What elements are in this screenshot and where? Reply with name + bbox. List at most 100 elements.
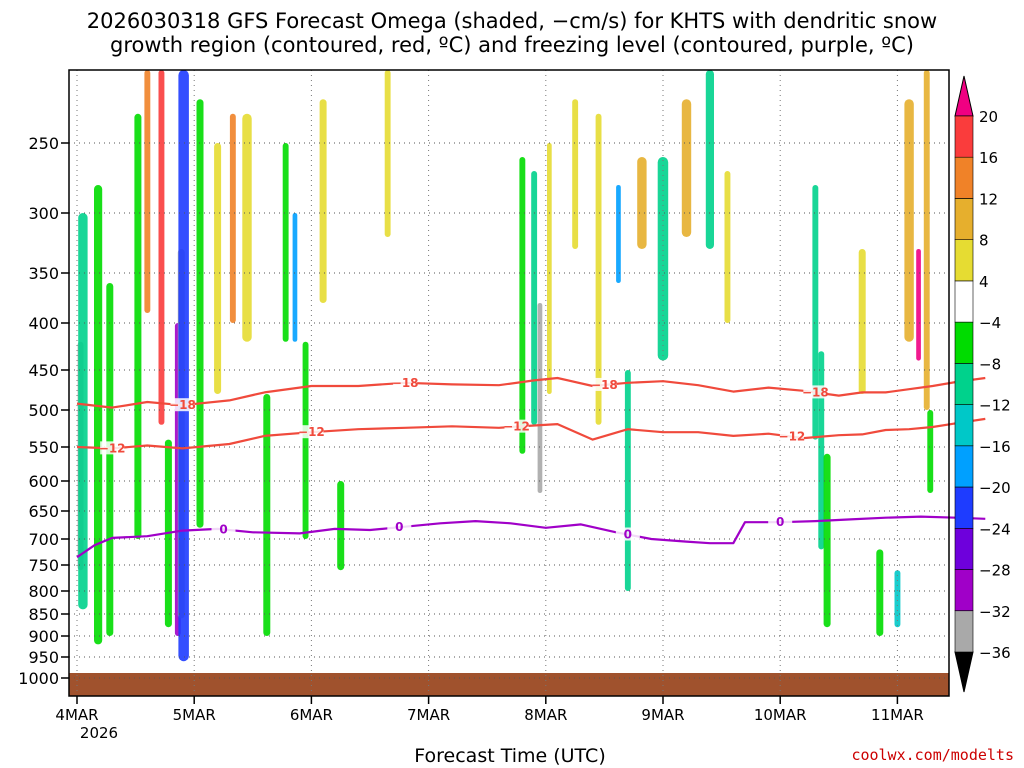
contour-label-bg	[211, 522, 236, 536]
contour-label: 0	[624, 528, 632, 542]
omega-cell	[178, 70, 189, 662]
omega-cell	[904, 99, 914, 342]
contour-label-bg	[768, 515, 793, 529]
x-tick-label: 7MAR	[407, 706, 450, 724]
omega-cell	[705, 70, 714, 249]
colorbar-label: −24	[979, 520, 1011, 538]
x-tick-label: 5MAR	[173, 706, 216, 724]
colorbar-label: −12	[979, 397, 1011, 415]
contour-label-bg	[615, 527, 640, 541]
omega-cell	[531, 171, 538, 425]
omega-cell	[724, 171, 731, 323]
omega-cell	[229, 113, 236, 323]
omega-cell	[572, 99, 579, 249]
omega-cell	[158, 70, 165, 425]
colorbar-label: −32	[979, 603, 1011, 621]
contour-label-bg	[592, 377, 617, 391]
omega-cell	[337, 481, 345, 571]
omega-cell	[894, 570, 901, 628]
omega-cell	[519, 157, 526, 454]
omega-cell	[657, 157, 669, 361]
omega-cell	[595, 113, 602, 425]
colorbar-bin	[954, 527, 974, 570]
contour-label: −12	[779, 430, 806, 444]
y-tick-label: 550	[28, 438, 59, 457]
y-axis: 250 300 350 400 450 500 550 600 650 700 750 800 850 9…	[18, 134, 69, 688]
contour-dgz_minus12	[76, 417, 986, 450]
contour-label: 0	[395, 520, 403, 534]
omega-cell	[292, 213, 298, 342]
y-tick-label: 350	[28, 264, 59, 283]
colorbar-bottom-arrow	[954, 651, 974, 693]
colorbar-bin	[954, 486, 974, 529]
omega-cell	[547, 143, 552, 394]
colorbar-label: −28	[979, 562, 1011, 580]
contour-label-bg	[170, 398, 195, 412]
omega-cell	[927, 410, 934, 493]
plot-frame	[68, 69, 950, 697]
colorbar-bin	[954, 115, 974, 158]
chart-title-line1: 2026030318 GFS Forecast Omega (shaded, −…	[87, 9, 937, 33]
omega-cell	[637, 157, 647, 249]
contour-label-bg	[387, 520, 412, 534]
ground-surface	[69, 673, 949, 696]
omega-cell	[94, 185, 103, 645]
omega-cell	[537, 303, 543, 493]
x-tick-sublabel: 2026	[80, 724, 118, 742]
colorbar-bin	[954, 445, 974, 488]
colorbar-bin	[954, 156, 974, 199]
credit-link[interactable]: coolwx.com/modelts	[851, 746, 1014, 764]
omega-cell	[812, 185, 819, 440]
omega-cell	[196, 99, 204, 528]
y-tick-label: 800	[28, 582, 59, 601]
colorbar-bin	[954, 569, 974, 612]
colorbar-bin	[954, 280, 974, 323]
colorbar-label: −20	[979, 479, 1011, 497]
colorbar-label: 16	[979, 149, 998, 167]
omega-cell	[302, 341, 309, 539]
colorbar-bin	[954, 610, 974, 653]
omega-cell	[78, 213, 88, 610]
contour-label-bg	[779, 429, 804, 443]
colorbar-bin	[954, 404, 974, 447]
omega-cell	[876, 549, 884, 636]
omega-cell	[818, 351, 825, 550]
y-tick-label: 300	[28, 204, 59, 223]
colorbar-label: −4	[979, 314, 1001, 332]
y-tick-label: 500	[28, 401, 59, 420]
omega-cell	[242, 113, 252, 342]
omega-cell	[263, 394, 271, 636]
y-tick-label: 750	[28, 556, 59, 575]
contour-label: −18	[169, 398, 196, 412]
colorbar-label: −16	[979, 438, 1011, 456]
y-tick-label: 450	[28, 361, 59, 380]
y-tick-label: 700	[28, 530, 59, 549]
omega-cell	[384, 70, 391, 237]
grid-lines	[69, 70, 949, 696]
colorbar-bin	[954, 363, 974, 405]
contour-layer: −18 −18 −18 −18 −12 −12 −12 −12 0 0 0 0	[76, 375, 986, 559]
contour-label-bg	[299, 425, 324, 439]
y-tick-label: 950	[28, 648, 59, 667]
x-tick-label: 10MAR	[754, 706, 807, 724]
colorbar-label: 8	[979, 232, 989, 250]
colorbar: 20 16 12 8 4 −4 −8 −12 −16 −20 −24 −28 −32 −36	[954, 75, 1011, 693]
contour-label: −18	[392, 376, 419, 390]
colorbar-bin	[954, 198, 974, 241]
colorbar-label: 4	[979, 273, 989, 291]
x-tick-label: 4MAR	[55, 706, 98, 724]
omega-cell	[319, 99, 327, 303]
colorbar-label: −36	[979, 644, 1011, 662]
contour-label: 0	[776, 515, 784, 529]
colorbar-bin	[954, 239, 974, 282]
contour-label-bg	[100, 441, 125, 455]
contour-label-bg	[803, 385, 828, 399]
omega-cell	[616, 185, 621, 283]
contour-label-bg	[393, 375, 418, 389]
omega-cell	[923, 70, 930, 410]
contour-dgz_minus18	[76, 376, 986, 409]
contour-label: −12	[503, 420, 530, 434]
omega-cell	[858, 249, 866, 394]
